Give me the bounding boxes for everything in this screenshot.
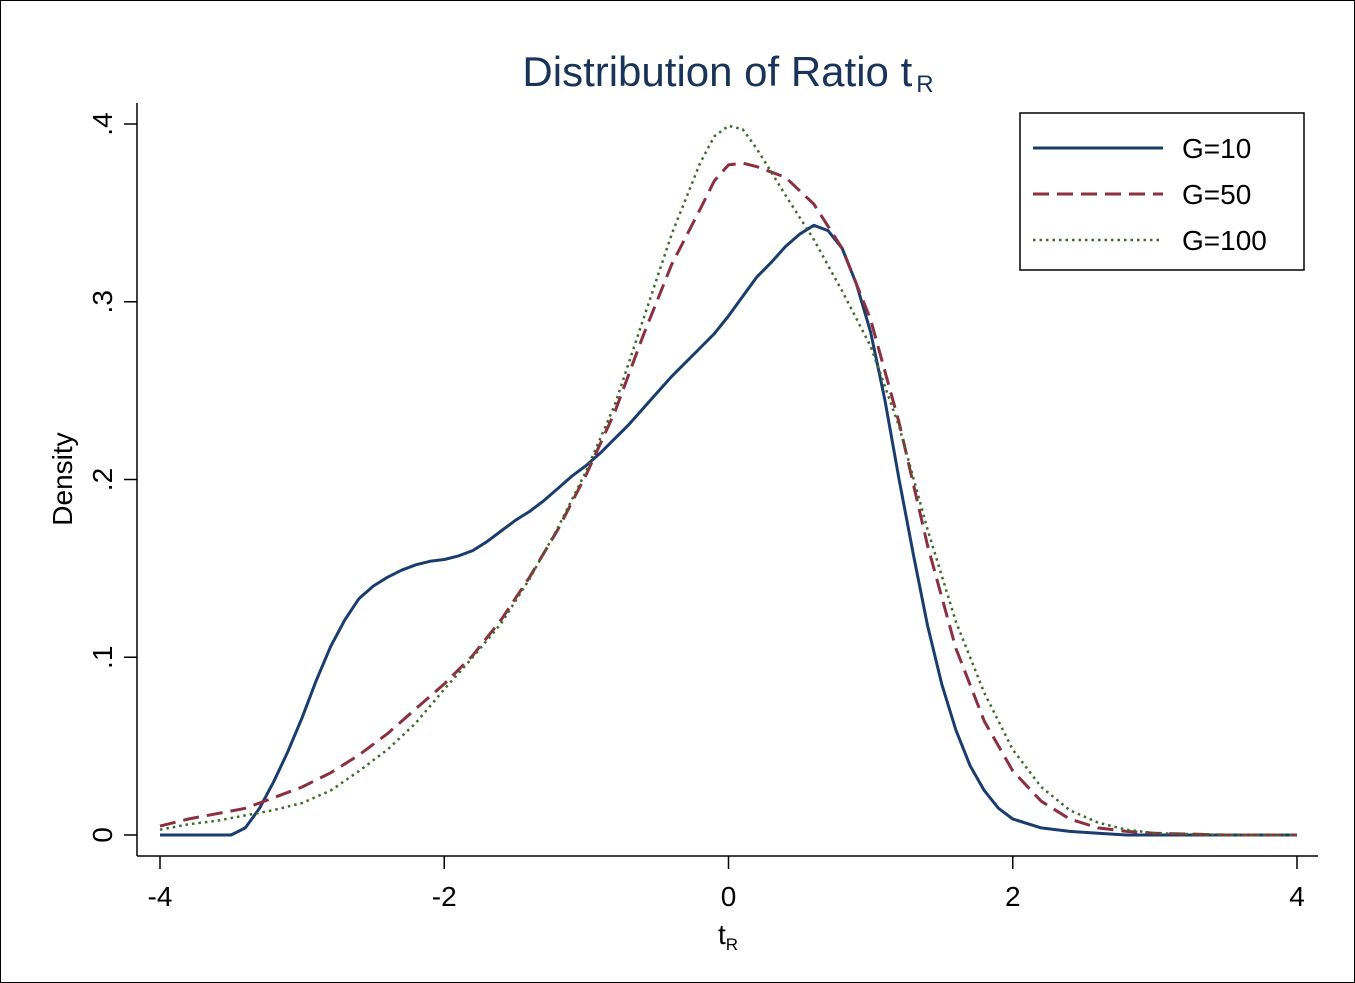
y-axis: 0 .1 .2 .3 .4 — [87, 103, 138, 856]
plot-area: 0 .1 .2 .3 .4 -4 -2 0 2 4 — [87, 103, 1318, 912]
chart-title-subscript: R — [916, 71, 933, 98]
legend: G=10 G=50 G=100 — [1019, 112, 1305, 271]
y-tick-label: .2 — [87, 468, 118, 491]
series-line-1 — [160, 223, 1297, 837]
x-axis-label: tR — [718, 919, 738, 954]
y-tick-label: .3 — [87, 290, 118, 313]
x-axis: -4 -2 0 2 4 — [137, 855, 1318, 912]
legend-label-1: G=10 — [1182, 133, 1251, 164]
x-tick-label: -2 — [432, 881, 457, 912]
series-layer — [159, 124, 1297, 837]
legend-label-2: G=50 — [1182, 179, 1251, 210]
y-axis-label: Density — [47, 432, 78, 525]
series-line-2 — [159, 161, 1297, 837]
x-tick-label: -4 — [148, 881, 173, 912]
x-axis-label-main: t — [718, 919, 726, 950]
chart-title-main: Distribution of Ratio t — [522, 48, 912, 95]
legend-box — [1019, 112, 1305, 271]
y-tick-label: .4 — [87, 112, 118, 135]
series-line-3 — [159, 124, 1297, 837]
x-tick-label: 2 — [1005, 881, 1021, 912]
y-tick-label: 0 — [87, 827, 118, 843]
x-tick-label: 0 — [721, 881, 737, 912]
legend-label-3: G=100 — [1182, 225, 1267, 256]
x-axis-label-subscript: R — [726, 935, 738, 954]
x-tick-label: 4 — [1289, 881, 1305, 912]
y-tick-label: .1 — [87, 646, 118, 669]
